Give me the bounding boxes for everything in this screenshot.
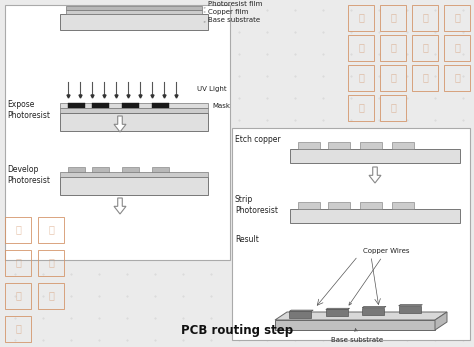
Bar <box>122 103 139 108</box>
Text: 吉: 吉 <box>358 14 364 23</box>
Bar <box>66 6 202 10</box>
Bar <box>412 65 438 91</box>
Text: 吉: 吉 <box>390 43 396 52</box>
Text: 吉: 吉 <box>48 226 54 235</box>
Polygon shape <box>114 116 126 132</box>
Text: 吉: 吉 <box>422 43 428 52</box>
Bar <box>5 217 31 243</box>
Text: Copper Wires: Copper Wires <box>349 248 410 305</box>
Text: 吉: 吉 <box>422 74 428 83</box>
Bar <box>412 5 438 31</box>
Polygon shape <box>399 305 422 306</box>
Bar <box>5 250 31 276</box>
Bar <box>152 103 169 108</box>
Text: 吉: 吉 <box>358 43 364 52</box>
Text: 吉: 吉 <box>48 259 54 268</box>
Text: Expose
Photoresist: Expose Photoresist <box>7 100 50 120</box>
Polygon shape <box>369 167 381 183</box>
Text: 吉: 吉 <box>358 74 364 83</box>
Text: 吉: 吉 <box>390 74 396 83</box>
Bar <box>92 167 109 172</box>
Text: Photoresist film: Photoresist film <box>204 1 263 8</box>
Text: 吉: 吉 <box>390 103 396 112</box>
Polygon shape <box>275 312 447 320</box>
Bar <box>380 95 406 121</box>
Bar <box>444 35 470 61</box>
Text: 吉: 吉 <box>15 324 21 333</box>
Polygon shape <box>114 198 126 214</box>
Text: Strip
Photoresist: Strip Photoresist <box>235 195 278 215</box>
Bar <box>60 172 208 177</box>
Bar <box>290 209 460 223</box>
Bar <box>152 167 169 172</box>
Text: 吉: 吉 <box>15 291 21 301</box>
Text: PCB routing step: PCB routing step <box>181 324 293 337</box>
Text: 吉: 吉 <box>15 226 21 235</box>
Bar <box>444 65 470 91</box>
Bar <box>60 108 208 113</box>
Text: 吉: 吉 <box>390 14 396 23</box>
Bar <box>290 149 460 163</box>
Text: 吉: 吉 <box>454 43 460 52</box>
Polygon shape <box>326 310 348 316</box>
Bar <box>348 65 374 91</box>
Bar <box>392 202 414 209</box>
Bar <box>328 142 350 149</box>
Text: Base substrate: Base substrate <box>331 329 383 343</box>
Bar <box>348 5 374 31</box>
Bar <box>5 283 31 309</box>
Bar <box>328 202 350 209</box>
Bar <box>298 202 320 209</box>
Bar <box>380 5 406 31</box>
Bar <box>298 142 320 149</box>
Bar <box>60 14 208 30</box>
Text: Develop
Photoresist: Develop Photoresist <box>7 165 50 185</box>
Bar <box>380 65 406 91</box>
Bar <box>92 103 109 108</box>
Bar <box>60 113 208 131</box>
Text: Etch copper: Etch copper <box>235 135 281 144</box>
Bar <box>68 103 85 108</box>
Bar <box>68 167 85 172</box>
Bar <box>392 142 414 149</box>
Bar <box>60 103 208 108</box>
Polygon shape <box>435 312 447 330</box>
Text: 吉: 吉 <box>358 103 364 112</box>
Bar <box>360 142 382 149</box>
Bar <box>5 5 230 260</box>
Bar <box>360 202 382 209</box>
Text: Result: Result <box>235 235 259 244</box>
Bar <box>38 250 64 276</box>
Text: 吉: 吉 <box>422 14 428 23</box>
Bar <box>5 316 31 342</box>
Polygon shape <box>399 306 420 313</box>
Bar <box>412 35 438 61</box>
Bar <box>38 217 64 243</box>
Text: Base substrate: Base substrate <box>204 17 260 23</box>
Text: Mask: Mask <box>212 102 230 109</box>
Bar <box>348 35 374 61</box>
Text: UV Light: UV Light <box>197 86 227 92</box>
Bar <box>60 177 208 195</box>
Bar <box>232 128 470 340</box>
Polygon shape <box>275 320 435 330</box>
Text: 吉: 吉 <box>15 259 21 268</box>
Polygon shape <box>362 308 384 315</box>
Bar <box>444 5 470 31</box>
Bar <box>122 167 139 172</box>
Polygon shape <box>326 308 350 310</box>
Bar <box>348 95 374 121</box>
Polygon shape <box>290 311 311 318</box>
Polygon shape <box>290 310 313 311</box>
Text: 吉: 吉 <box>454 74 460 83</box>
Text: Copper film: Copper film <box>204 9 248 15</box>
Text: 吉: 吉 <box>454 14 460 23</box>
Text: 吉: 吉 <box>48 291 54 301</box>
Bar <box>66 10 202 14</box>
Polygon shape <box>362 306 386 308</box>
Bar <box>380 35 406 61</box>
Bar <box>38 283 64 309</box>
